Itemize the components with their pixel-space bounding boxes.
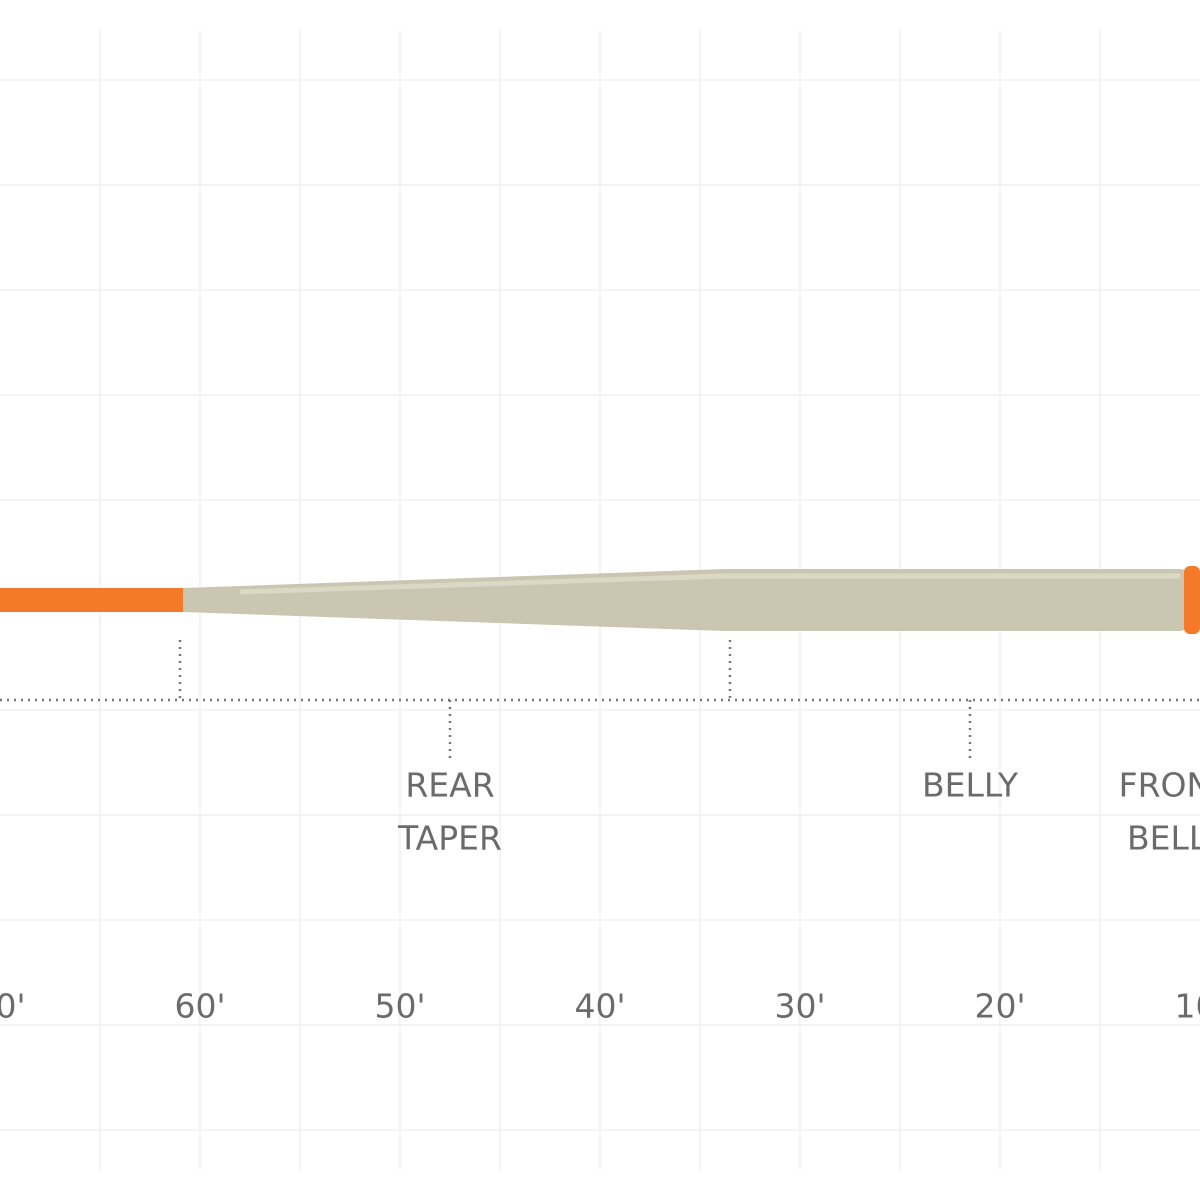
grid — [0, 30, 1200, 1170]
section-label: REAR — [405, 766, 494, 805]
section-label: BELLY — [922, 766, 1019, 805]
distance-label: 30' — [774, 987, 825, 1026]
front-taper — [1184, 566, 1200, 634]
section-label: BELLY — [1127, 819, 1200, 858]
distance-label: 10' — [1174, 987, 1200, 1026]
labels: REAR TAPER BELLY FRONT BELLY 70' 60' 50' 40' 30' 2… — [0, 766, 1200, 1026]
distance-label: 50' — [374, 987, 425, 1026]
distance-label: 60' — [174, 987, 225, 1026]
section-label: FRONT — [1119, 766, 1200, 805]
section-label: TAPER — [397, 819, 502, 858]
highlight — [239, 573, 1180, 595]
markers — [0, 640, 1200, 762]
running-line — [0, 588, 186, 612]
distance-label: 20' — [974, 987, 1025, 1026]
distance-label: 40' — [574, 987, 625, 1026]
distance-label: 70' — [0, 987, 26, 1026]
fly-line — [0, 566, 1200, 634]
